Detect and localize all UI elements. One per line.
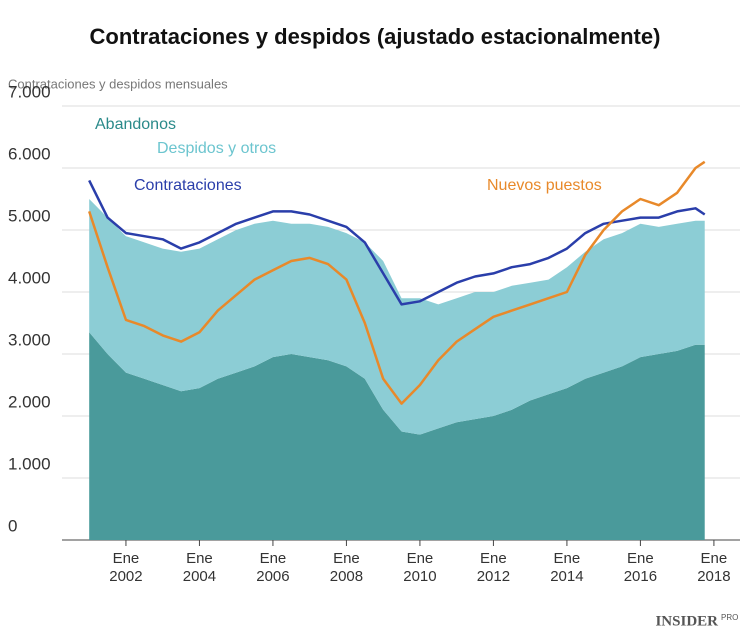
y-axis-label: Contrataciones y despidos mensuales bbox=[8, 76, 228, 91]
x-tick-label: Ene 2002 bbox=[109, 550, 143, 585]
series-label: Nuevos puestos bbox=[487, 177, 602, 194]
x-tick-label: Ene 2012 bbox=[476, 550, 511, 585]
x-tick-label: Ene 2018 bbox=[697, 550, 731, 585]
y-tick-label: 0 bbox=[8, 516, 17, 535]
source-logo-sub: PRO bbox=[721, 613, 738, 622]
y-tick-label: 7.000 bbox=[8, 82, 51, 101]
area bbox=[89, 332, 705, 540]
x-tick-label: Ene 2004 bbox=[182, 550, 217, 585]
chart-title: Contrataciones y despidos (ajustado esta… bbox=[90, 24, 661, 49]
y-tick-label: 6.000 bbox=[8, 144, 51, 163]
x-tick-label: Ene 2010 bbox=[403, 550, 437, 585]
series-label: Abandonos bbox=[95, 116, 176, 133]
x-tick-label: Ene 2014 bbox=[550, 550, 584, 585]
source-logo: INSIDER bbox=[655, 613, 718, 629]
y-tick-label: 2.000 bbox=[8, 392, 51, 411]
y-tick-label: 5.000 bbox=[8, 206, 51, 225]
series-label: Despidos y otros bbox=[157, 140, 276, 157]
area bbox=[89, 199, 705, 435]
y-tick-label: 1.000 bbox=[8, 454, 51, 473]
x-tick-label: Ene 2006 bbox=[256, 550, 290, 585]
series-label: Contrataciones bbox=[134, 177, 242, 194]
line bbox=[88, 160, 706, 405]
y-tick-label: 3.000 bbox=[8, 330, 51, 349]
y-tick-label: 4.000 bbox=[8, 268, 51, 287]
x-tick-label: Ene 2016 bbox=[623, 550, 658, 585]
x-tick-label: Ene 2008 bbox=[329, 550, 364, 585]
